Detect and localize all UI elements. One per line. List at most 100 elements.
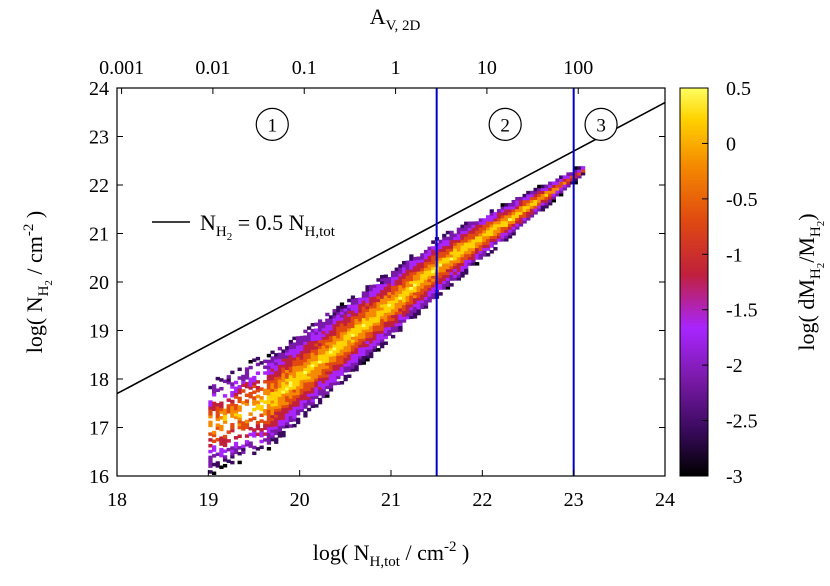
heatmap-cell [416, 285, 421, 290]
heatmap-cell [292, 371, 297, 376]
heatmap-cell [328, 344, 334, 348]
heatmap-cell [383, 303, 388, 308]
heatmap-cell [511, 226, 516, 230]
heatmap-cell [409, 289, 414, 293]
heatmap-cell [288, 377, 293, 382]
heatmap-cell [358, 358, 363, 363]
heatmap-cell [467, 236, 472, 240]
heatmap-cell [277, 422, 282, 427]
heatmap-cell [456, 259, 462, 264]
heatmap-cell [482, 218, 487, 222]
heatmap-cell [252, 428, 257, 432]
heatmap-cell [548, 193, 553, 197]
heatmap-cell [266, 391, 272, 396]
heatmap-cell [208, 464, 213, 468]
heatmap-cell [343, 348, 348, 353]
heatmap-cell [387, 320, 392, 325]
heatmap-cell [387, 309, 392, 313]
heatmap-cell [361, 294, 367, 298]
heatmap-cell [369, 343, 374, 347]
heatmap-cell [372, 330, 377, 335]
heatmap-cell [423, 296, 429, 300]
heatmap-cell [306, 346, 312, 351]
heatmap-cell [285, 381, 290, 385]
heatmap-cell [350, 324, 356, 329]
heatmap-cell [449, 245, 454, 249]
heatmap-cell [365, 357, 370, 362]
heatmap-cell [398, 281, 403, 286]
heatmap-cell [281, 410, 286, 415]
heatmap-cell [391, 329, 396, 333]
heatmap-cell [347, 313, 352, 317]
heatmap-cell [380, 277, 385, 282]
heatmap-cell [270, 434, 275, 439]
heatmap-cell [485, 218, 491, 222]
heatmap-cell [237, 396, 242, 401]
heatmap-cell [219, 439, 224, 443]
heatmap-cell [445, 239, 451, 244]
heatmap-cell [391, 305, 396, 310]
heatmap-cell [343, 336, 348, 341]
heatmap-cell [354, 315, 359, 319]
heatmap-cell [336, 314, 341, 319]
x-tick-label: 24 [655, 489, 675, 511]
heatmap-cell [412, 259, 418, 264]
heatmap-cell [500, 217, 505, 222]
heatmap-cell [394, 282, 399, 286]
heatmap-cell [416, 288, 421, 293]
heatmap-cell [281, 361, 286, 365]
heatmap-cell [453, 274, 458, 278]
heatmap-cell [511, 202, 516, 207]
heatmap-cell [306, 335, 312, 339]
heatmap-cell [288, 409, 293, 414]
heatmap-cell [394, 325, 399, 330]
heatmap-cell [314, 340, 319, 344]
heatmap-cell [255, 400, 261, 405]
heatmap-cell [314, 354, 319, 359]
heatmap-cell [266, 385, 272, 390]
heatmap-cell [365, 323, 370, 327]
heatmap-cell [485, 232, 491, 237]
heatmap-cell [347, 322, 352, 326]
heatmap-cell [317, 357, 323, 361]
heatmap-cell [442, 277, 447, 281]
heatmap-cell [277, 425, 282, 429]
heatmap-cell [409, 306, 414, 311]
heatmap-cell [358, 341, 363, 345]
heatmap-cell [306, 361, 312, 365]
heatmap-cell [566, 172, 571, 176]
heatmap-cell [215, 461, 220, 465]
heatmap-cell [281, 390, 286, 394]
heatmap-cell [551, 184, 556, 188]
heatmap-cell [354, 312, 359, 317]
heatmap-cell [445, 274, 451, 278]
heatmap-cell [266, 371, 272, 375]
heatmap-cell [438, 277, 443, 282]
heatmap-cell [438, 251, 443, 255]
heatmap-cell [493, 229, 498, 234]
heatmap-cell [237, 405, 242, 409]
heatmap-cell [347, 351, 352, 355]
heatmap-cell [288, 383, 293, 388]
heatmap-cell [266, 429, 272, 434]
heatmap-cell [350, 339, 356, 343]
heatmap-cell [296, 347, 301, 352]
heatmap-cell [518, 196, 524, 201]
heatmap-cell [548, 181, 553, 186]
heatmap-cell [427, 278, 432, 283]
heatmap-cell [296, 408, 301, 413]
heatmap-cell [296, 356, 301, 361]
heatmap-cell [259, 398, 264, 403]
heatmap-cell [292, 383, 297, 387]
heatmap-cell [336, 305, 341, 310]
heatmap-cell [303, 414, 308, 418]
heatmap-cell [244, 381, 250, 386]
heatmap-cell [263, 426, 268, 431]
heatmap-cell [365, 314, 370, 318]
heatmap-cell [314, 386, 319, 391]
heatmap-cell [511, 220, 516, 224]
heatmap-cell [354, 359, 359, 363]
heatmap-cell [522, 217, 527, 221]
heatmap-cell [544, 184, 549, 189]
heatmap-cell [244, 419, 250, 424]
